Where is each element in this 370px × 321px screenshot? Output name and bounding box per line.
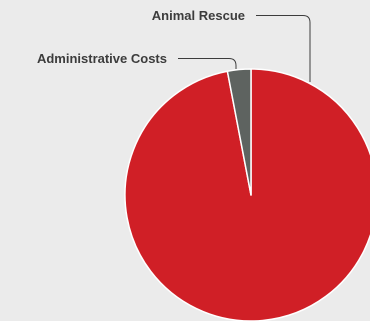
leader-line-administrative-costs	[178, 58, 237, 69]
slice-label-animal-rescue: Animal Rescue	[152, 8, 245, 23]
pie-slice-administrative-costs	[226, 68, 252, 196]
slice-label-administrative-costs: Administrative Costs	[37, 51, 167, 66]
leader-line-animal-rescue	[256, 15, 311, 82]
pie-slices	[124, 68, 370, 321]
pie-slice-animal-rescue	[124, 68, 370, 321]
